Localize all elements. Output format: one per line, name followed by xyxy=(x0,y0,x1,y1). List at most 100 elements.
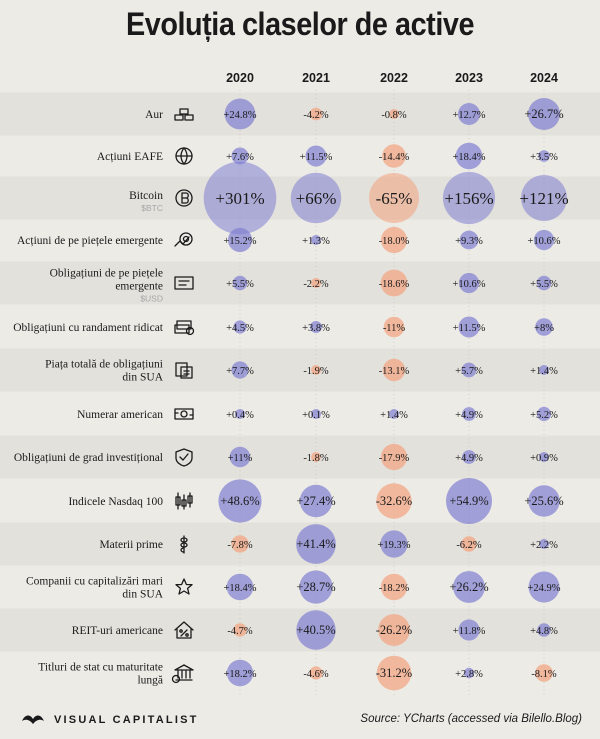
asset-label: din SUA xyxy=(122,372,163,384)
gold-bars-icon xyxy=(174,108,194,121)
value-label: +27.4% xyxy=(296,494,335,508)
value-bubble xyxy=(311,278,321,288)
value-label: -18.6% xyxy=(379,279,410,290)
value-label: +3.5% xyxy=(530,152,558,163)
value-label: +10.6% xyxy=(527,236,560,247)
value-bubble xyxy=(528,571,560,603)
value-bubble xyxy=(226,573,254,601)
brand-name: VISUAL CAPITALIST xyxy=(54,714,199,726)
value-bubble xyxy=(296,524,336,564)
value-bubble xyxy=(455,142,483,170)
value-bubble xyxy=(231,147,249,165)
value-bubble xyxy=(458,316,480,338)
value-label: +3.8% xyxy=(302,323,330,334)
value-bubble xyxy=(535,318,553,336)
value-label: +156% xyxy=(444,189,493,208)
value-label: -18.0% xyxy=(379,236,410,247)
value-bubble xyxy=(310,321,322,333)
year-header: 2024 xyxy=(530,71,558,85)
value-bubble xyxy=(539,539,549,549)
value-bubble xyxy=(528,485,560,517)
star-icon xyxy=(175,578,193,595)
value-label: -17.9% xyxy=(379,453,410,464)
value-bubble xyxy=(463,667,475,679)
value-bubble xyxy=(389,409,399,419)
value-bubble xyxy=(389,109,399,119)
value-bubble xyxy=(458,103,480,125)
value-label: +2.2% xyxy=(530,540,558,551)
value-label: +7.6% xyxy=(226,152,254,163)
value-label: +121% xyxy=(519,189,568,208)
value-bubble xyxy=(535,664,553,682)
value-label: +26.7% xyxy=(524,107,563,121)
value-label: +12.7% xyxy=(452,110,485,121)
value-bubble xyxy=(227,227,253,253)
value-label: +4.5% xyxy=(226,323,254,334)
value-bubble xyxy=(376,483,412,519)
asset-label: Bitcoin xyxy=(129,190,163,202)
value-label: -8.1% xyxy=(531,669,557,680)
value-label: -26.2% xyxy=(376,623,412,637)
asset-label: Acțiuni EAFE xyxy=(97,151,163,163)
asset-label: Aur xyxy=(145,109,163,121)
value-label: -18.2% xyxy=(379,583,410,594)
value-label: +26.2% xyxy=(449,580,488,594)
value-bubble xyxy=(224,98,256,130)
value-bubble xyxy=(290,172,342,224)
value-bubble xyxy=(305,145,327,167)
value-label: +5.5% xyxy=(530,279,558,290)
value-bubble xyxy=(309,107,323,121)
value-bubble xyxy=(537,623,551,637)
value-label: +4.8% xyxy=(530,626,558,637)
cash-stack-icon xyxy=(174,320,195,336)
value-bubble xyxy=(218,479,262,523)
value-bubble xyxy=(226,659,254,687)
value-label: +11.5% xyxy=(300,152,333,163)
value-label: +24.8% xyxy=(223,110,256,121)
value-bubble xyxy=(461,536,477,552)
value-label: +5.5% xyxy=(226,279,254,290)
value-bubble xyxy=(309,666,323,680)
row-band xyxy=(0,92,600,136)
year-header: 2023 xyxy=(455,71,483,85)
value-bubble xyxy=(458,619,480,641)
money-icon xyxy=(174,408,194,420)
value-bubble xyxy=(536,406,552,422)
value-label: +11% xyxy=(228,453,253,464)
asset-label: Companii cu capitalizări mari xyxy=(26,576,163,588)
value-bubble xyxy=(461,362,477,378)
value-label: +48.6% xyxy=(220,494,259,508)
bubble-layer xyxy=(203,98,567,691)
asset-ticker: $USD xyxy=(140,294,163,304)
value-label: +66% xyxy=(296,189,337,208)
value-label: -1.9% xyxy=(303,366,329,377)
value-bubble xyxy=(462,450,476,464)
value-label: +18.4% xyxy=(452,152,485,163)
label-layer: +24.8% -4.2% -0.8% +12.7% +26.7% +7.6% +11.5% -… xyxy=(215,107,568,680)
brand-logo: VISUAL CAPITALIST xyxy=(20,712,199,728)
bond-certificate-icon xyxy=(174,276,194,290)
value-label: +5.7% xyxy=(455,366,483,377)
value-bubble xyxy=(459,230,479,250)
value-bubble xyxy=(382,144,406,168)
value-bubble xyxy=(378,614,410,646)
bank-icon xyxy=(171,664,194,684)
value-bubble xyxy=(203,161,277,235)
value-label: +4.9% xyxy=(455,453,483,464)
asset-label: Acțiuni de pe piețele emergente xyxy=(17,235,163,247)
asset-label: Piața totală de obligațiuni xyxy=(45,359,163,371)
value-label: -4.2% xyxy=(303,110,329,121)
value-bubble xyxy=(231,361,249,379)
asset-label: Indicele Nasdaq 100 xyxy=(68,496,163,508)
value-label: +54.9% xyxy=(449,494,488,508)
asset-label: Obligațiuni de pe piețele xyxy=(50,268,163,280)
value-label: +4.9% xyxy=(455,410,483,421)
value-label: +8% xyxy=(534,323,554,334)
candlestick-icon xyxy=(175,492,193,510)
value-label: +0.9% xyxy=(530,453,558,464)
asset-label: Materii prime xyxy=(99,539,163,551)
value-label: -11% xyxy=(383,323,406,334)
globe-icon xyxy=(175,147,193,165)
value-label: +40.5% xyxy=(296,623,335,637)
value-bubble xyxy=(233,320,247,334)
